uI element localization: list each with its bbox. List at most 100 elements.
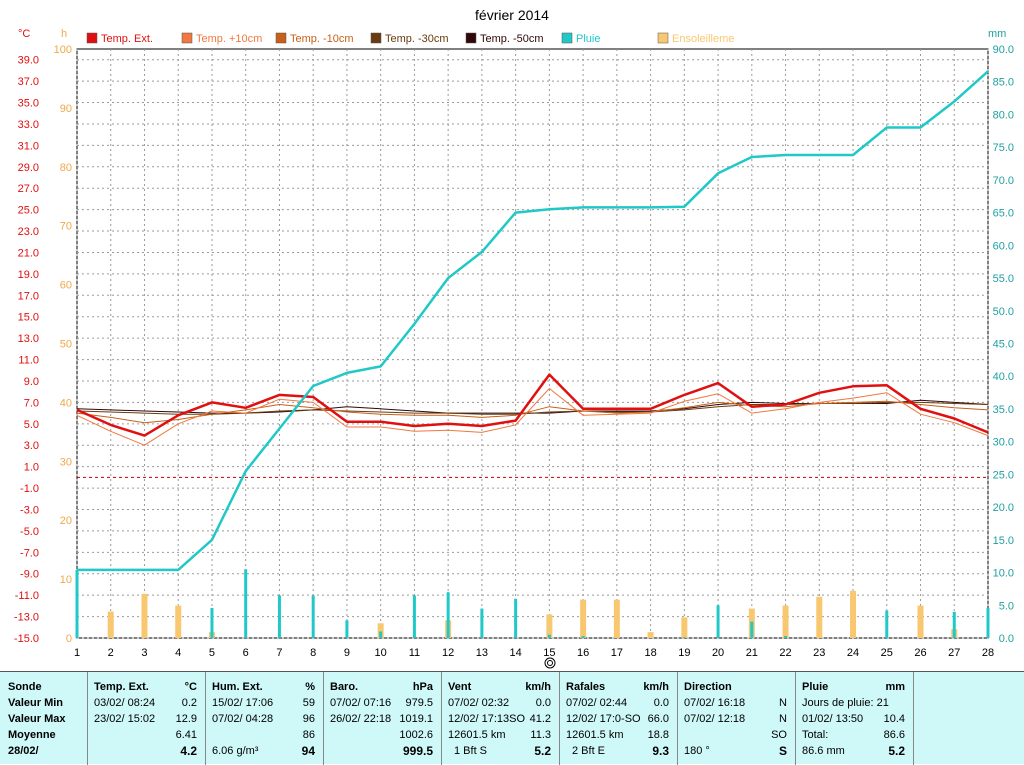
direction-column: Direction 07/02/ 16:18 N 07/02/ 12:18 N SO… — [678, 672, 796, 765]
wind-current-value: 5.2 — [534, 744, 551, 758]
sun-tick-label: 60 — [60, 280, 72, 292]
sunshine-bar — [782, 605, 789, 638]
rain-tick-label: 10.0 — [993, 568, 1014, 580]
rain-bar — [412, 595, 416, 638]
rain-bar — [784, 636, 788, 638]
dir-max-value: N — [779, 713, 787, 725]
current-day-marker-dot — [547, 660, 553, 666]
gust-beaufort: 2 Bft E — [572, 745, 606, 757]
temp-tick-label: 11.0 — [18, 355, 39, 367]
rain-bar — [750, 621, 754, 638]
rain-bar — [581, 636, 585, 638]
wind-unit: km/h — [525, 681, 551, 693]
temp-tick-label: 21.0 — [18, 247, 39, 259]
x-tick-label: 18 — [644, 647, 656, 659]
temp-tick-label: 39.0 — [18, 55, 39, 67]
gust-header: Rafales — [566, 681, 606, 693]
baro-header: Baro. — [330, 681, 359, 693]
rain-total-label: Total: — [802, 729, 829, 741]
temperature-lines — [76, 373, 989, 446]
label-min: Valeur Min — [8, 697, 64, 709]
sunshine-bar — [580, 599, 587, 638]
rain-tick-label: 25.0 — [993, 469, 1014, 481]
legend-label: Temp. Ext. — [101, 33, 153, 45]
hum-current-value: 94 — [301, 744, 315, 758]
x-tick-label: 17 — [611, 647, 623, 659]
rain-tick-label: 65.0 — [993, 208, 1014, 220]
series-line — [76, 388, 989, 446]
sun-tick-label: 90 — [60, 103, 72, 115]
sun-axis-unit: h — [61, 28, 67, 40]
sunshine-bar — [141, 593, 148, 638]
baro-max-date: 26/02/ 22:18 — [330, 713, 392, 725]
wind-column: Vent km/h 07/02/ 02:32 0.0 12/02/ 17:13SO 4… — [442, 672, 560, 765]
rain-tick-label: 45.0 — [993, 339, 1014, 351]
weather-chart: 39.037.035.033.031.029.027.025.023.021.0… — [14, 7, 1014, 669]
legend-label: Ensoleilleme — [672, 33, 734, 45]
hum-avg-value: 86 — [302, 729, 315, 741]
rain-tick-label: 50.0 — [993, 306, 1014, 318]
rain-cumulative-line — [77, 70, 989, 572]
rain-bar — [277, 595, 281, 638]
rain-max-value: 10.4 — [883, 713, 905, 725]
rain-tick-label: 30.0 — [993, 437, 1014, 449]
rain-bar — [885, 610, 889, 638]
temp-tick-label: -15.0 — [14, 633, 39, 645]
rain-bar — [446, 592, 450, 638]
temp-current-value: 4.2 — [180, 744, 197, 758]
dir-avg-value: SO — [771, 729, 787, 741]
rain-bar — [210, 607, 214, 638]
rain-axis-unit: mm — [988, 28, 1006, 40]
temp-tick-label: 1.0 — [24, 462, 39, 474]
sunshine-bar — [107, 611, 114, 638]
x-tick-label: 23 — [813, 647, 825, 659]
x-tick-label: 21 — [746, 647, 758, 659]
legend-label: Temp. -10cm — [290, 33, 354, 45]
wind-max-value: 41.2 — [529, 713, 551, 725]
temp-tick-label: 13.0 — [18, 333, 39, 345]
wind-header: Vent — [448, 681, 472, 693]
temp-tick-label: 5.0 — [24, 419, 39, 431]
baro-current-value: 999.5 — [402, 744, 433, 758]
temp-tick-label: 31.0 — [18, 140, 39, 152]
x-tick-label: 16 — [577, 647, 589, 659]
sun-tick-label: 30 — [60, 456, 72, 468]
rain-bar — [75, 569, 79, 638]
x-tick-label: 8 — [310, 647, 316, 659]
dir-min-date: 07/02/ 16:18 — [684, 697, 746, 709]
stats-panel: Sonde Valeur Min Valeur Max Moyenne 28/0… — [0, 671, 1024, 765]
temp-tick-label: 35.0 — [18, 98, 39, 110]
temp-unit: °C — [184, 681, 197, 693]
x-tick-label: 5 — [209, 647, 215, 659]
rain-days: Jours de pluie: 21 — [802, 697, 889, 709]
gust-max-date: 12/02/ 17:0-SO — [566, 713, 641, 725]
legend-label: Temp. +10cm — [196, 33, 262, 45]
legend-swatch — [86, 32, 98, 44]
hum-max-date: 07/02/ 04:28 — [212, 713, 274, 725]
sunshine-bar — [175, 605, 182, 638]
legend-label: Temp. -30cm — [385, 33, 449, 45]
x-tick-label: 26 — [914, 647, 926, 659]
rain-tick-label: 90.0 — [993, 44, 1014, 56]
baro-avg-value: 1002.6 — [399, 729, 433, 741]
rain-tick-label: 75.0 — [993, 142, 1014, 154]
rain-unit: mm — [885, 681, 905, 693]
x-tick-label: 25 — [881, 647, 893, 659]
rain-header: Pluie — [802, 681, 829, 693]
wind-distance: 12601.5 km — [448, 729, 506, 741]
rain-current-value: 5.2 — [888, 744, 905, 758]
gust-distance: 12601.5 km — [566, 729, 624, 741]
rain-bar — [379, 631, 383, 638]
sunshine-bar — [613, 599, 620, 638]
stats-labels-column: Sonde Valeur Min Valeur Max Moyenne 28/0… — [0, 672, 88, 765]
series-line — [76, 401, 989, 415]
current-day-marker[interactable] — [544, 657, 556, 669]
sunshine-bar — [647, 632, 654, 638]
grid-lines — [76, 49, 989, 639]
gust-min-value: 0.0 — [653, 697, 669, 709]
rain-bar — [311, 595, 315, 638]
gust-unit: km/h — [643, 681, 669, 693]
x-tick-label: 20 — [712, 647, 724, 659]
legend-swatch — [275, 32, 287, 44]
temp-max-value: 12.9 — [175, 713, 197, 725]
